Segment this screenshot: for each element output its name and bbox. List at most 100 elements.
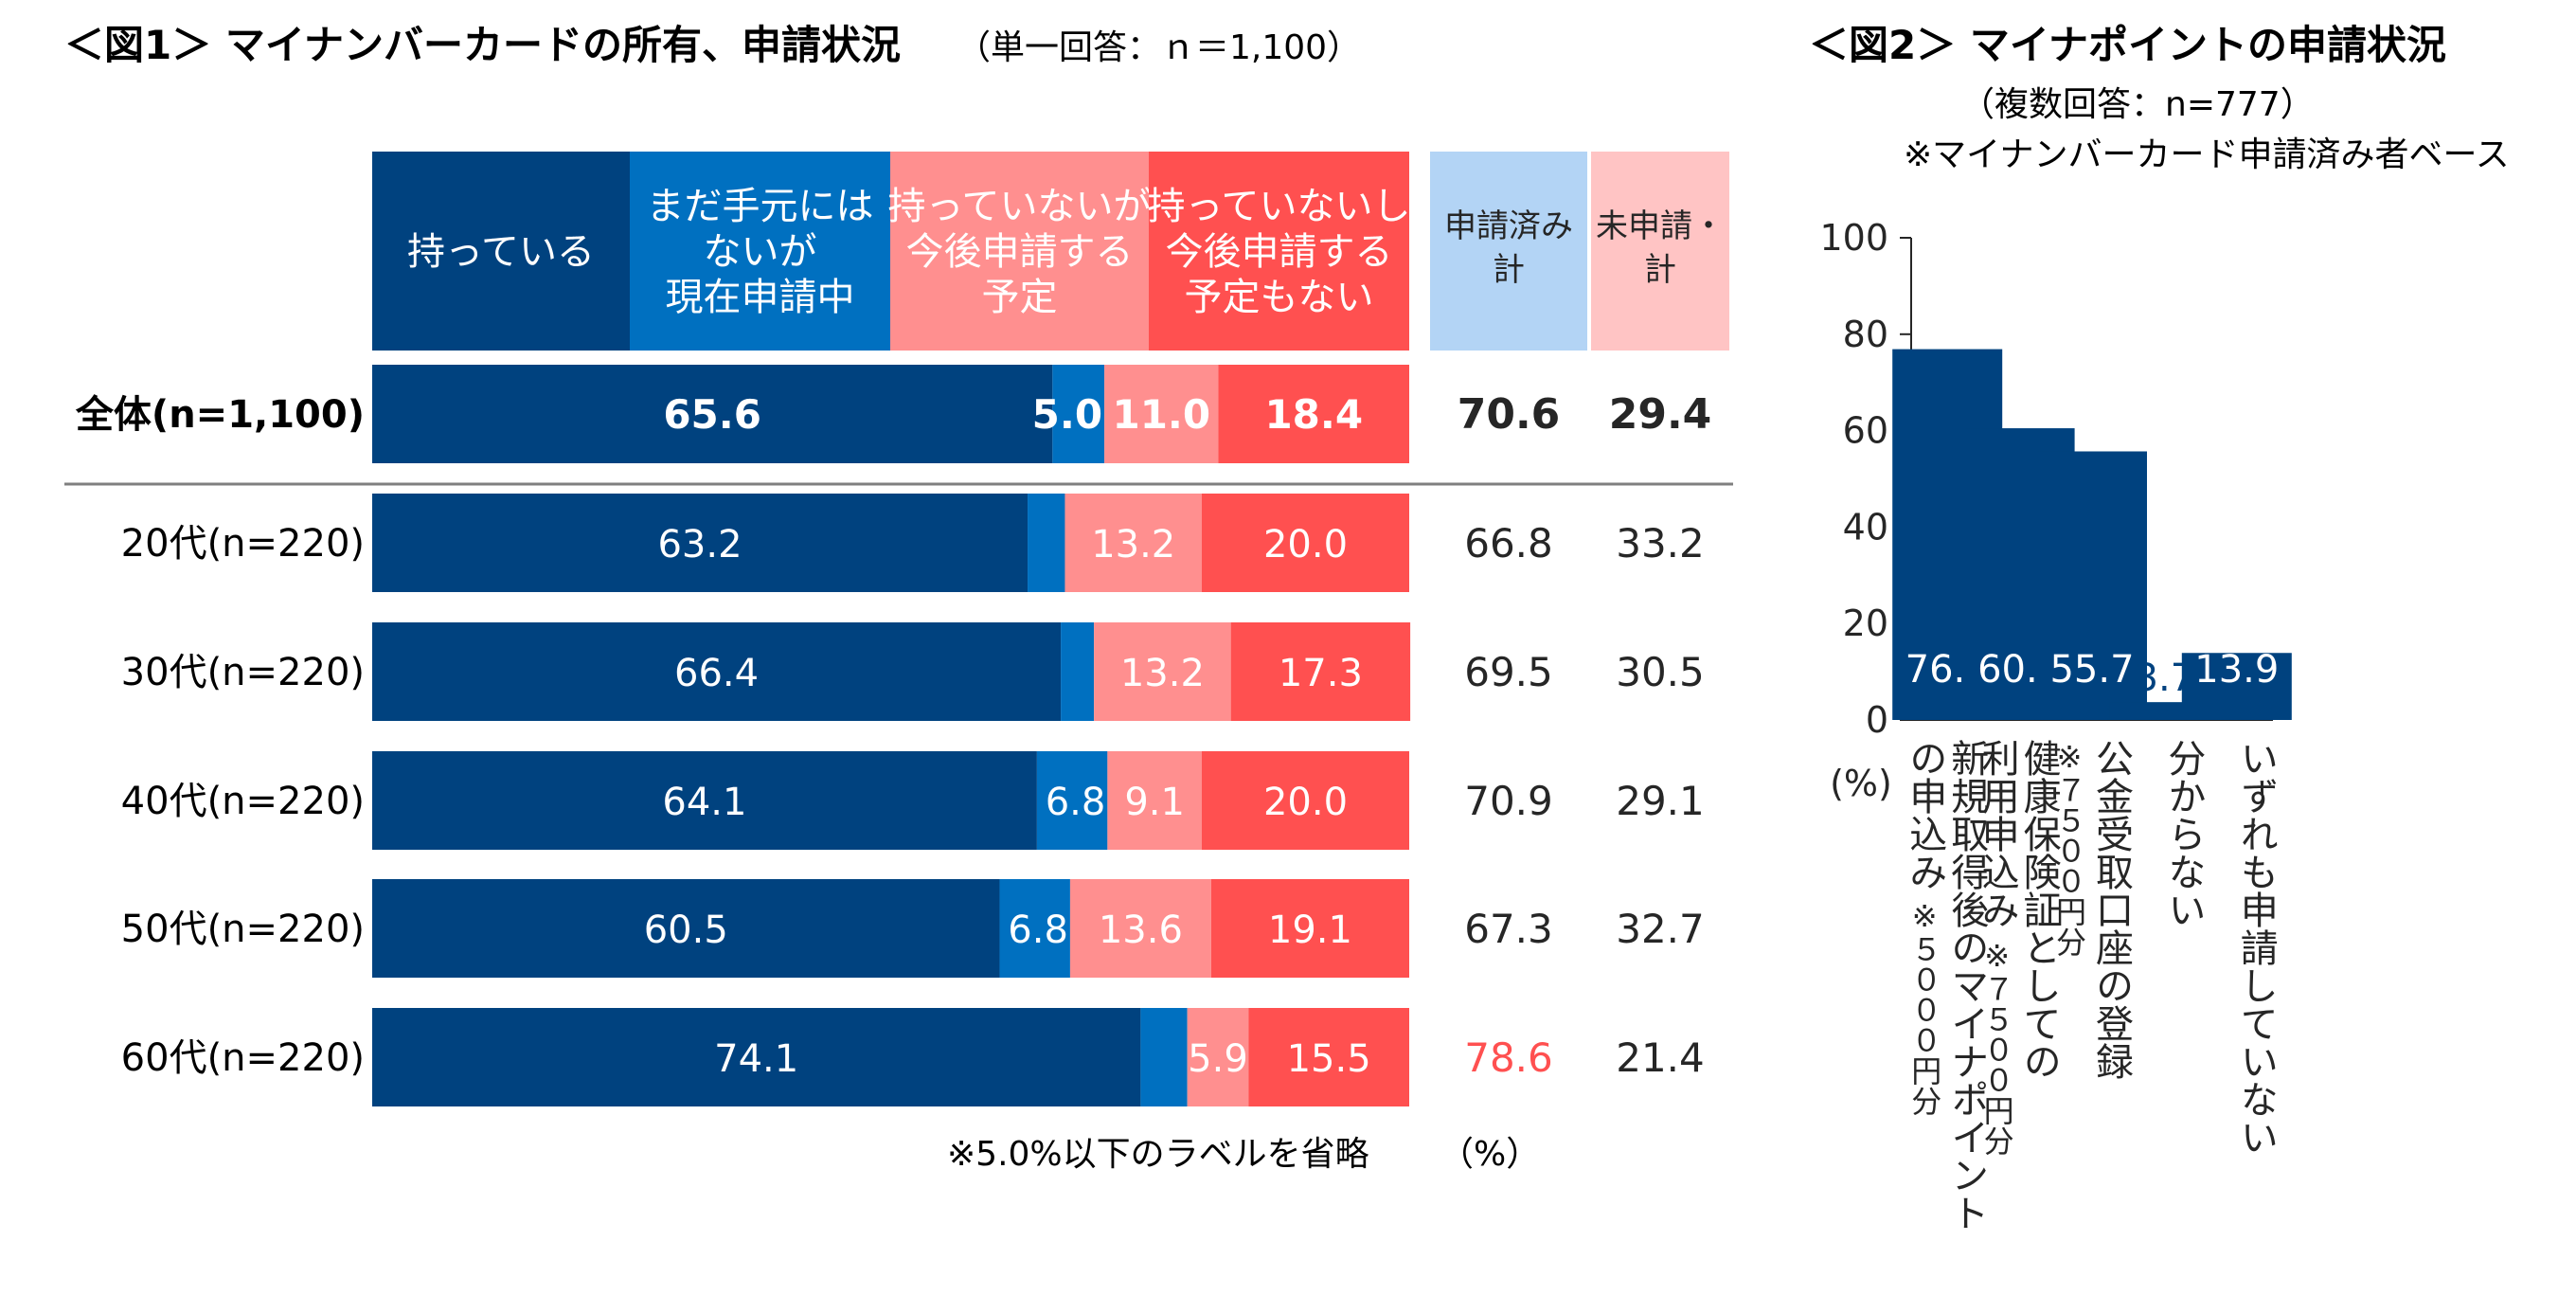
bar-label: 13.2 — [1091, 523, 1175, 567]
fig1-subtitle: （単一回答：ｎ＝1,100） — [957, 28, 1361, 67]
fig2-ylabel: (%) — [1830, 763, 1892, 804]
applied-total: 67.3 — [1464, 906, 1553, 952]
fig2-plot: 02040608010076.9新規取得後のマイナポイントの申込み※５０００円分… — [1819, 217, 2292, 1232]
header-label-2: ないが — [704, 230, 817, 274]
bar-label: 60.5 — [644, 908, 728, 952]
header-label-1: 持っている — [407, 230, 595, 274]
header-box-4 — [1149, 152, 1409, 351]
y-tick-label: 60 — [1843, 410, 1888, 452]
header-box-1 — [372, 152, 630, 351]
bar-segment — [1104, 365, 1219, 463]
bar-value-label: 13.9 — [2194, 648, 2279, 692]
bar-label: 63.2 — [657, 523, 742, 567]
row-label: 20代(n=220) — [121, 522, 365, 566]
fig2-subtitle: （複数回答：n=777） — [1960, 85, 2315, 124]
unapplied-total: 21.4 — [1616, 1034, 1705, 1081]
header-label-3: 今後申請する — [906, 230, 1134, 274]
category-label: 新規取得後のマイナポイント — [1944, 739, 1989, 1232]
header-label-4: 持っていないし — [1148, 185, 1411, 228]
bar-label: 20.0 — [1263, 781, 1348, 824]
bar-label: 11.0 — [1112, 391, 1210, 438]
applied-total: 78.6 — [1464, 1034, 1553, 1081]
fig1-title: ＜図1＞ マイナンバーカードの所有、申請状況 — [64, 22, 901, 68]
category-label: 利用申込み — [1976, 739, 2019, 928]
bar-segment — [1069, 879, 1211, 978]
bar-segment — [1061, 622, 1095, 721]
total-header-label-2: 未申請・ — [1596, 207, 1725, 245]
row-label: 30代(n=220) — [121, 651, 365, 694]
bar-label: 15.5 — [1287, 1037, 1371, 1081]
bar-label: 19.1 — [1268, 908, 1352, 952]
fig2-note: ※マイナンバーカード申請済み者ベース — [1904, 135, 2510, 174]
bar-label: 64.1 — [662, 781, 746, 824]
header-label-4: 予定もない — [1185, 276, 1374, 319]
applied-total: 70.9 — [1464, 778, 1553, 824]
header-box-2 — [630, 152, 890, 351]
bar-label: 17.3 — [1279, 652, 1363, 695]
bar-segment — [1052, 365, 1105, 463]
category-note: ※７５００円分 — [1979, 938, 2015, 1156]
fig1-unit: （%） — [1440, 1135, 1540, 1174]
total-header-label-1: 申請済み — [1444, 207, 1573, 245]
bar-label: 5.0 — [1032, 391, 1102, 438]
bar-segment — [1187, 1008, 1249, 1106]
bar-label: 6.8 — [1008, 908, 1068, 952]
bar-value-label: 55.7 — [2049, 648, 2134, 692]
header-label-4: 今後申請する — [1166, 230, 1393, 274]
row-label: 全体(n=1,100) — [75, 393, 365, 437]
bar-segment — [1218, 365, 1409, 463]
bar-segment — [1094, 622, 1231, 721]
bar-segment — [372, 751, 1037, 850]
bar-label: 20.0 — [1263, 523, 1348, 567]
y-tick-label: 20 — [1843, 603, 1888, 644]
y-tick-label: 80 — [1843, 314, 1888, 355]
total-header-label-1: 計 — [1493, 251, 1525, 289]
header-label-2: 現在申請中 — [666, 276, 855, 319]
bar-segment — [1202, 494, 1409, 592]
category-note: ※７５００円分 — [2051, 739, 2087, 957]
header-box-3 — [890, 152, 1149, 351]
category-label: 健康保険証としての — [2017, 739, 2062, 1080]
bar-segment — [1064, 494, 1202, 592]
bar-segment — [372, 494, 1029, 592]
category-label: 公金受取口座の登録 — [2089, 739, 2133, 1080]
bar-label: 18.4 — [1264, 391, 1363, 438]
bar-label: 9.1 — [1124, 781, 1185, 824]
bar-segment — [1248, 1008, 1409, 1106]
bar-label: 5.9 — [1188, 1037, 1248, 1081]
category-label: いずれも申請していない — [2234, 739, 2278, 1156]
bar-label: 65.6 — [663, 391, 761, 438]
applied-total: 66.8 — [1464, 520, 1553, 567]
bar-label: 66.4 — [674, 652, 759, 695]
unapplied-total: 30.5 — [1616, 649, 1705, 695]
bar-label: 13.2 — [1120, 652, 1205, 695]
bar — [2181, 653, 2292, 720]
applied-total: 69.5 — [1464, 649, 1553, 695]
bar-segment — [1036, 751, 1108, 850]
row-label: 40代(n=220) — [121, 780, 365, 823]
bar-label: 74.1 — [714, 1037, 798, 1081]
row-label: 60代(n=220) — [121, 1036, 365, 1080]
bar-label: 6.8 — [1046, 781, 1106, 824]
bar-segment — [1230, 622, 1411, 721]
row-label: 50代(n=220) — [121, 908, 365, 951]
bar-label: 13.6 — [1099, 908, 1183, 952]
bar-segment — [372, 622, 1062, 721]
bar-segment — [1107, 751, 1202, 850]
y-tick-label: 0 — [1866, 699, 1888, 741]
applied-total: 70.6 — [1458, 390, 1561, 439]
bar-segment — [372, 879, 1000, 978]
header-label-3: 持っていないが — [888, 185, 1152, 228]
header-label-3: 予定 — [982, 276, 1058, 319]
bar-segment — [999, 879, 1070, 978]
bar — [2037, 451, 2147, 720]
bar-segment — [372, 1008, 1141, 1106]
unapplied-total: 33.2 — [1616, 520, 1705, 567]
unapplied-total: 29.4 — [1609, 390, 1712, 439]
y-tick-label: 100 — [1819, 217, 1888, 259]
fig1-note: ※5.0%以下のラベルを省略 — [947, 1135, 1369, 1174]
bar-segment — [1202, 751, 1409, 850]
bar-segment — [1210, 879, 1409, 978]
